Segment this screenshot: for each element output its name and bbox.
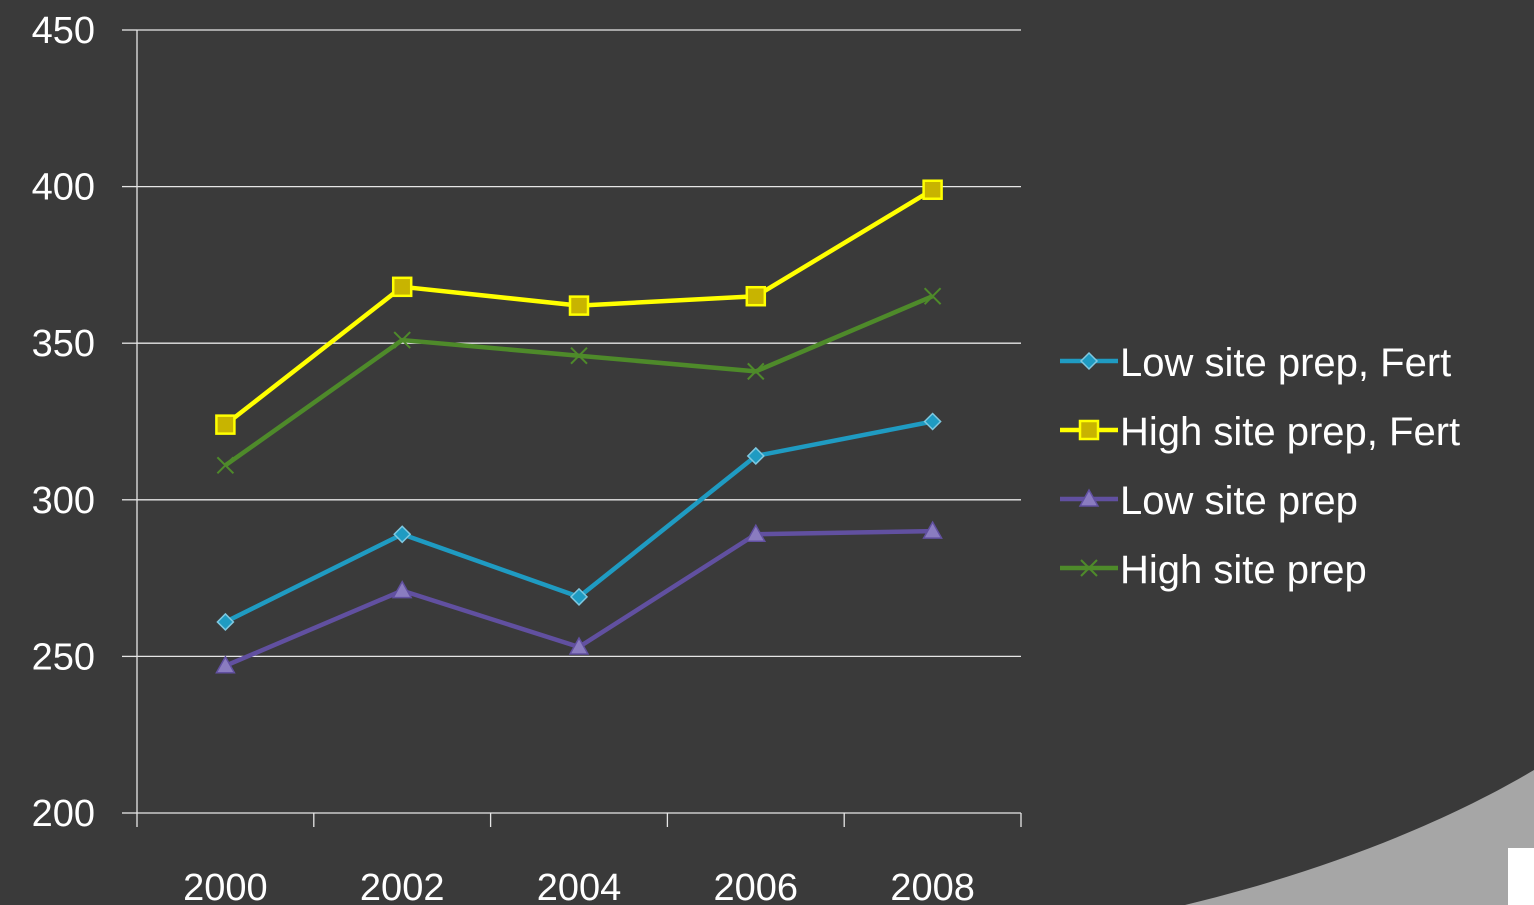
data-point-marker (570, 347, 588, 365)
series-0 (216, 412, 942, 632)
data-point-marker (1078, 419, 1100, 441)
x-tick-label: 2002 (360, 867, 445, 905)
data-point-marker (216, 456, 235, 475)
y-tick-label: 300 (32, 480, 95, 522)
axes (122, 29, 1022, 827)
x-tick-label: 2000 (183, 867, 268, 905)
legend-item: Low site prep, Fert (1060, 341, 1451, 385)
x-tick-label: 2008 (890, 867, 975, 905)
data-point-marker (745, 285, 767, 307)
marker-stroke (216, 456, 235, 475)
y-tick-label: 450 (32, 10, 95, 52)
series-lines (215, 179, 943, 674)
data-point-marker (1078, 488, 1100, 507)
series-2 (215, 520, 943, 674)
data-point-marker (568, 295, 590, 316)
marker-stroke (570, 347, 588, 365)
data-point-marker (569, 587, 589, 606)
data-point-marker (923, 412, 942, 431)
series-3 (216, 287, 942, 475)
data-point-marker (746, 446, 765, 466)
data-point-marker (391, 580, 413, 599)
data-point-marker (215, 414, 236, 435)
legend: Low site prep, Fert High site prep, Fert L… (1060, 341, 1460, 592)
x-tick-labels: 2000 2002 2004 2006 2008 (183, 867, 975, 905)
marker-stroke (393, 331, 411, 349)
legend-label: High site prep, Fert (1120, 410, 1460, 454)
legend-label: High site prep (1120, 548, 1367, 592)
data-point-marker (568, 636, 590, 655)
legend-label: Low site prep, Fert (1120, 341, 1451, 385)
legend-label: Low site prep (1120, 479, 1358, 523)
data-point-marker (393, 331, 411, 349)
legend-item: Low site prep (1060, 479, 1358, 523)
y-tick-labels: 200 250 300 350 400 450 (32, 10, 95, 835)
data-point-marker (215, 655, 236, 674)
legend-item: High site prep (1060, 548, 1367, 592)
data-point-marker (745, 523, 767, 543)
legend-item: High site prep, Fert (1060, 410, 1460, 454)
data-point-marker (393, 525, 412, 544)
data-point-marker (747, 362, 765, 381)
marker-stroke (747, 362, 765, 381)
series-1 (215, 179, 943, 435)
data-point-marker (391, 276, 413, 298)
corner-white-box (1508, 848, 1534, 905)
x-tick-label: 2004 (537, 867, 622, 905)
data-point-marker (1079, 351, 1099, 371)
corner-decoration (1185, 770, 1534, 905)
data-point-marker (922, 520, 943, 539)
data-point-marker (923, 287, 942, 305)
y-tick-label: 200 (32, 793, 95, 835)
y-tick-label: 350 (32, 323, 95, 365)
grid-lines (137, 29, 1021, 658)
data-point-marker (216, 612, 235, 632)
data-point-marker (1080, 559, 1098, 577)
x-tick-label: 2006 (714, 867, 799, 905)
marker-stroke (1080, 559, 1098, 577)
marker-stroke (923, 287, 942, 305)
data-point-marker (922, 179, 943, 200)
y-tick-label: 250 (32, 636, 95, 678)
y-tick-label: 400 (32, 167, 95, 209)
